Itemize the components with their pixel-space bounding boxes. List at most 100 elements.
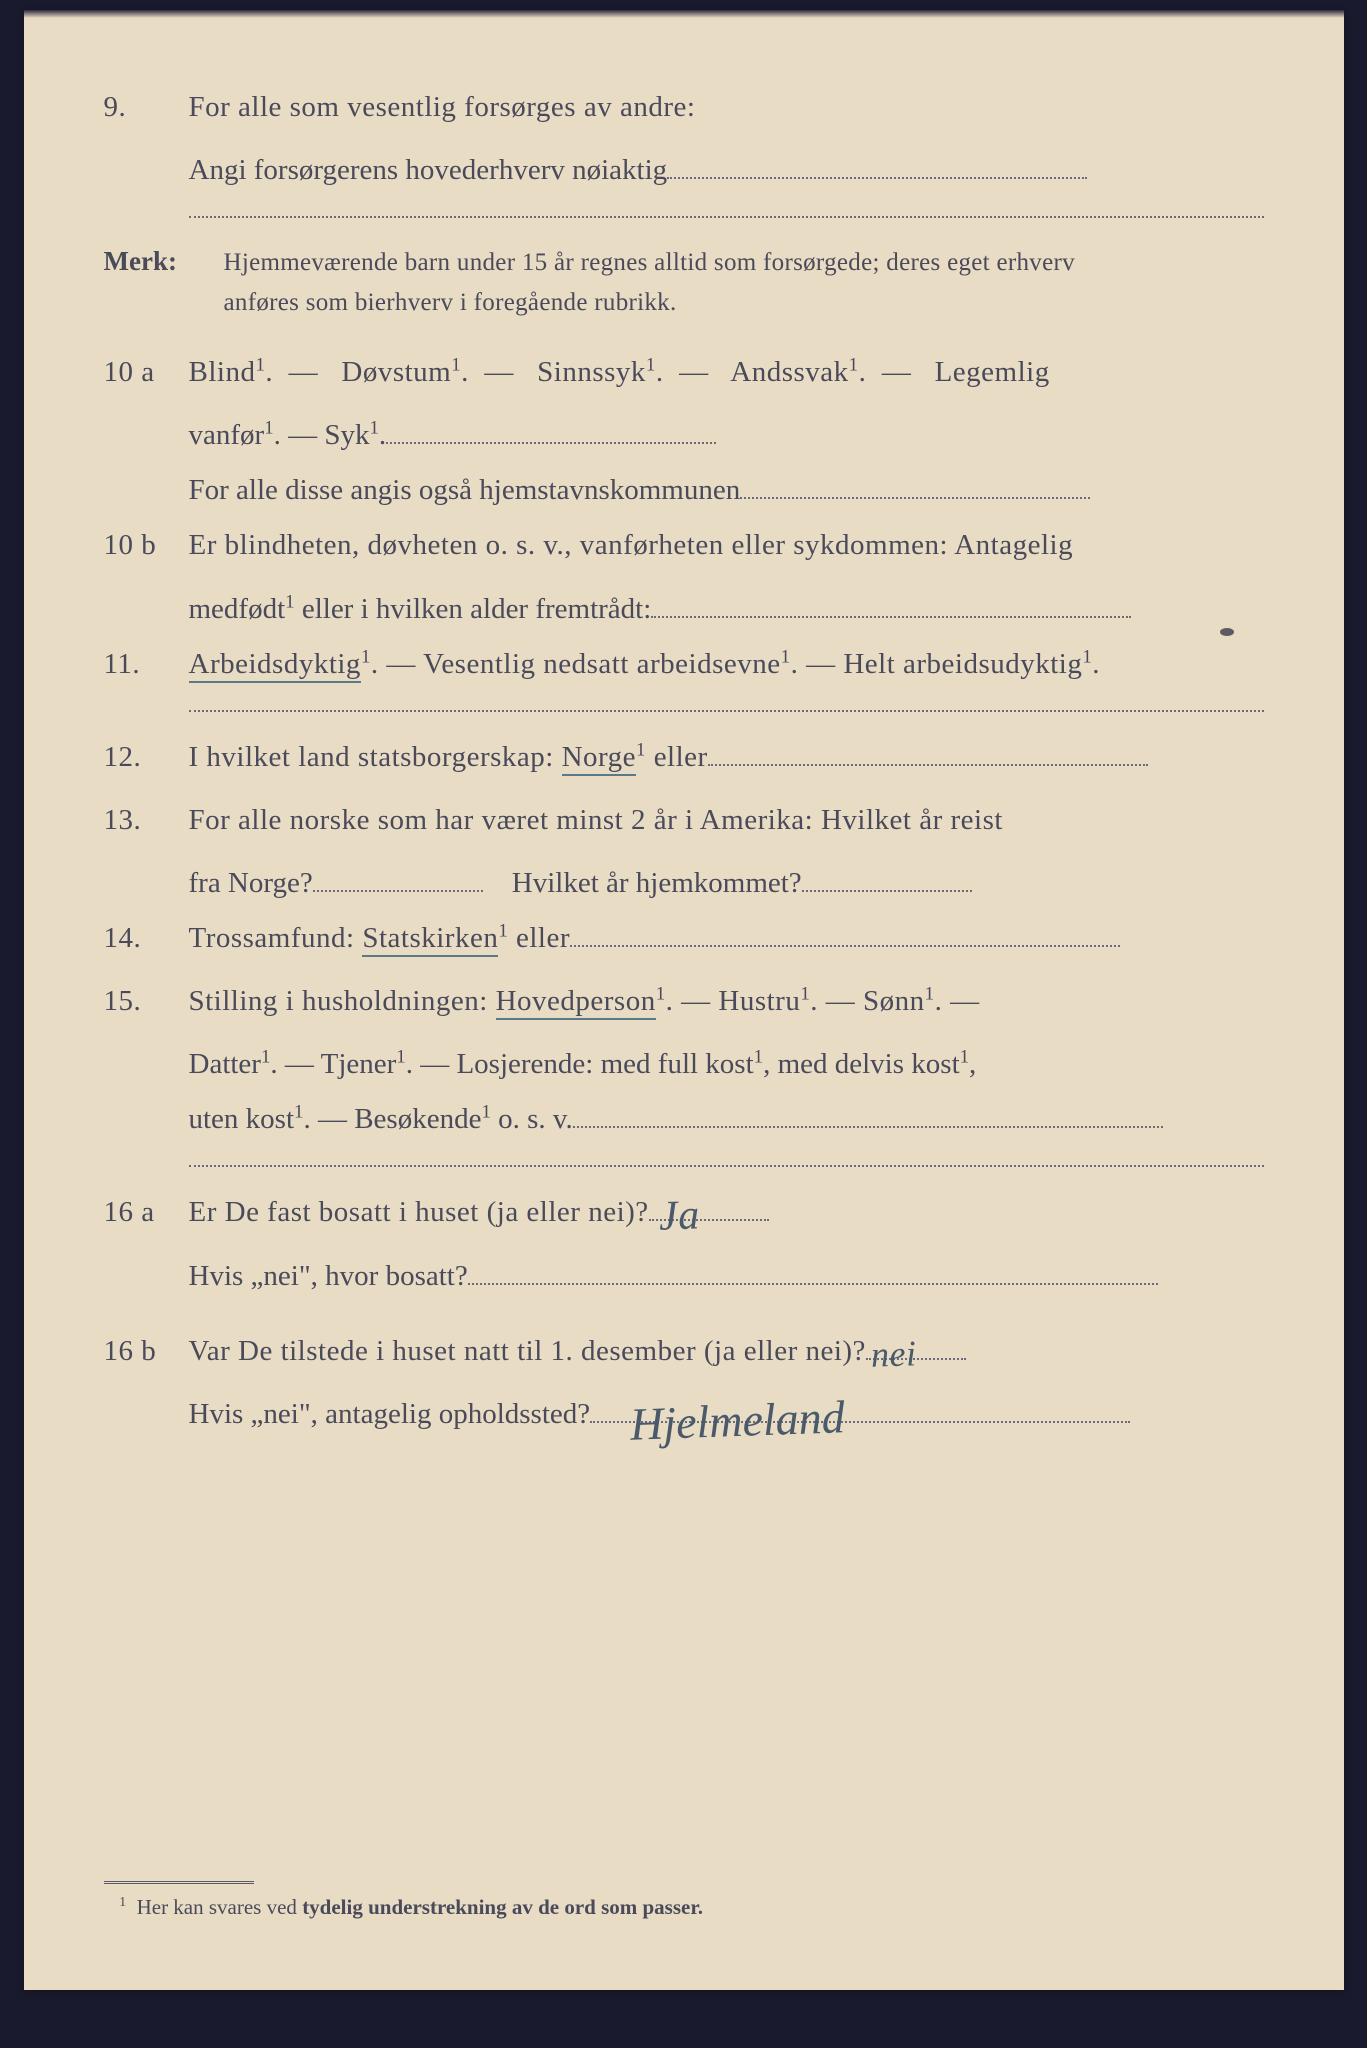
q10a-line3-text: For alle disse angis også hjemstavnskomm… (189, 474, 741, 506)
fill-line: Hjelmeland (590, 1421, 1130, 1423)
document-page: 9. For alle som vesentlig forsørges av a… (24, 10, 1344, 1990)
q11-mid: . — Vesentlig nedsatt arbeidsevne (371, 648, 781, 680)
q11-end: . — Helt arbeidsudyktig (791, 648, 1083, 680)
q10b-line2: medfødt1 eller i hvilken alder fremtrådt… (189, 582, 1264, 637)
q16a-line2-text: Hvis „nei", hvor bosatt? (189, 1260, 468, 1292)
q16a-number: 16 a (104, 1185, 189, 1240)
question-11: 11. Arbeidsdyktig1. — Vesentlig nedsatt … (104, 637, 1264, 692)
q10a-line2: vanfør1. — Syk1. (189, 408, 1264, 463)
question-13: 13. For alle norske som har været minst … (104, 793, 1264, 848)
q15-line2: Datter1. — Tjener1. — Losjerende: med fu… (189, 1037, 1264, 1092)
fill-line (667, 177, 1087, 179)
q16a-line2: Hvis „nei", hvor bosatt? (189, 1249, 1264, 1304)
opt-norge: Norge (562, 741, 636, 776)
q16b-answer2: Hjelmeland (629, 1373, 847, 1468)
q12-pre: I hvilket land statsborgerskap: (189, 741, 562, 773)
merk-note: Merk: Hjemmeværende barn under 15 år reg… (104, 240, 1264, 323)
fill-line (313, 890, 483, 892)
fill-line (651, 616, 1131, 618)
q12-eller: eller (646, 741, 708, 773)
opt-syk: Syk (324, 419, 369, 451)
q10b-medfodt: medfødt (189, 593, 286, 625)
q13-text: For alle norske som har været minst 2 år… (189, 793, 1264, 848)
q15-rest1c: . — (935, 985, 980, 1017)
footnote-lead: Her kan svares ved (137, 1895, 303, 1919)
q16b-line2: Hvis „nei", antagelig opholdssted?Hjelme… (189, 1387, 1264, 1442)
footnote: 1 Her kan svares ved tydelig understrekn… (104, 1881, 1264, 1920)
q15-line3: uten kost1. — Besøkende1 o. s. v. (189, 1092, 1264, 1147)
q15-l3c: o. s. v. (491, 1103, 573, 1135)
fill-line: Ja (649, 1219, 769, 1221)
q15-number: 15. (104, 974, 189, 1029)
q15-datter: Datter (189, 1048, 261, 1080)
fill-line (740, 497, 1090, 499)
q16b-answer1: nei (870, 1319, 918, 1389)
q10a-number: 10 a (104, 345, 189, 400)
q10b-text: Er blindheten, døvheten o. s. v., vanfør… (189, 518, 1264, 573)
opt-statskirken: Statskirken (362, 922, 498, 957)
q15-text: Stilling i husholdningen: Hovedperson1. … (189, 974, 1264, 1029)
q15-pre: Stilling i husholdningen: (189, 985, 496, 1017)
opt-andssvak: Andssvak (730, 356, 848, 388)
fill-line (386, 442, 716, 444)
opt-arbeidsdyktig: Arbeidsdyktig (189, 648, 361, 683)
q16a-answer: Ja (657, 1177, 700, 1258)
q16a-line1: Er De fast bosatt i huset (ja eller nei)… (189, 1196, 649, 1228)
question-10a: 10 a Blind1. — Døvstum1. — Sinnssyk1. — … (104, 345, 1264, 400)
q16b-line1: Var De tilstede i huset natt til 1. dese… (189, 1335, 866, 1367)
q9-number: 9. (104, 80, 189, 135)
merk-text: Hjemmeværende barn under 15 år regnes al… (224, 243, 1264, 323)
q12-text: I hvilket land statsborgerskap: Norge1 e… (189, 730, 1264, 785)
q15-rest1b: . — Sønn (810, 985, 924, 1017)
fill-line (570, 945, 1120, 947)
merk-text-2: anføres som bierhverv i foregående rubri… (224, 289, 677, 316)
q14-eller: eller (508, 922, 570, 954)
fill-line (708, 764, 1148, 766)
q14-number: 14. (104, 911, 189, 966)
fill-line (468, 1283, 1158, 1285)
q15-l2c: . — Losjerende: med full kost (406, 1048, 754, 1080)
q16a-text: Er De fast bosatt i huset (ja eller nei)… (189, 1185, 1264, 1240)
q11-text: Arbeidsdyktig1. — Vesentlig nedsatt arbe… (189, 637, 1264, 692)
q15-l3b: . — Besøkende (303, 1103, 481, 1135)
q16b-text: Var De tilstede i huset natt til 1. dese… (189, 1324, 1264, 1379)
q15-l3a: uten kost (189, 1103, 295, 1135)
question-16b: 16 b Var De tilstede i huset natt til 1.… (104, 1324, 1264, 1379)
q15-l2d: , med delvis kost (763, 1048, 960, 1080)
fill-line: nei (866, 1358, 966, 1360)
opt-sinnssyk: Sinnssyk (537, 356, 646, 388)
q16b-number: 16 b (104, 1324, 189, 1379)
q11-number: 11. (104, 637, 189, 692)
fill-line-full (189, 1165, 1264, 1167)
footnote-sup: 1 (119, 1894, 126, 1909)
question-12: 12. I hvilket land statsborgerskap: Norg… (104, 730, 1264, 785)
q13-line2b: Hvilket år hjemkommet? (512, 867, 802, 899)
q13-line2: fra Norge? Hvilket år hjemkommet? (189, 856, 1264, 911)
fill-line-full (189, 710, 1264, 712)
q9-line2: Angi forsørgerens hovederhverv nøiaktig (189, 143, 1264, 198)
q14-pre: Trossamfund: (189, 922, 363, 954)
opt-vanfor: vanfør (189, 419, 265, 451)
opt-hovedperson: Hovedperson (496, 985, 656, 1020)
q14-text: Trossamfund: Statskirken1 eller (189, 911, 1264, 966)
q16b-line2-text: Hvis „nei", antagelig opholdssted? (189, 1398, 591, 1430)
footnote-rule (104, 1881, 254, 1884)
q10a-text: Blind1. — Døvstum1. — Sinnssyk1. — Andss… (189, 345, 1264, 400)
footnote-bold: tydelig understrekning av de ord som pas… (302, 1895, 703, 1919)
q9-line2-text: Angi forsørgerens hovederhverv nøiaktig (189, 154, 668, 186)
q10b-number: 10 b (104, 518, 189, 573)
ink-smudge (1220, 628, 1234, 636)
footnote-text: 1 Her kan svares ved tydelig understrekn… (104, 1894, 1264, 1920)
fill-line (573, 1126, 1163, 1128)
q13-line2a: fra Norge? (189, 867, 313, 899)
question-9: 9. For alle som vesentlig forsørges av a… (104, 80, 1264, 135)
q12-number: 12. (104, 730, 189, 785)
fill-line (802, 890, 972, 892)
opt-dovstum: Døvstum (341, 356, 451, 388)
q9-text: For alle som vesentlig forsørges av andr… (189, 80, 1264, 135)
q13-number: 13. (104, 793, 189, 848)
question-14: 14. Trossamfund: Statskirken1 eller (104, 911, 1264, 966)
merk-label: Merk: (104, 240, 224, 283)
question-15: 15. Stilling i husholdningen: Hovedperso… (104, 974, 1264, 1029)
merk-text-1: Hjemmeværende barn under 15 år regnes al… (224, 249, 1075, 276)
